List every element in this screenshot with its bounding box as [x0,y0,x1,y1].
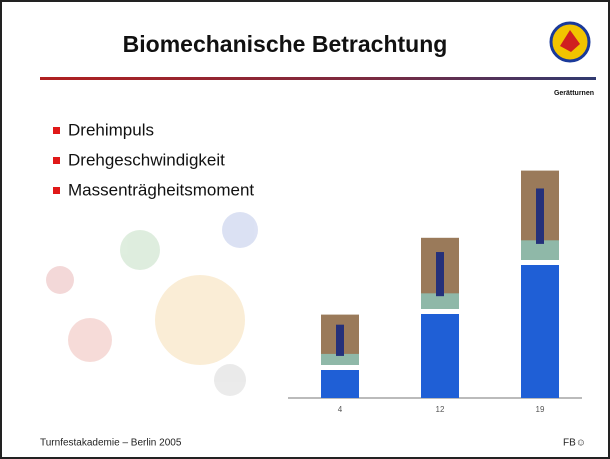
athlete-figure [536,188,544,243]
slide-title: Biomechanische Betrachtung [123,31,448,57]
bar-label: 19 [536,405,545,414]
slide: Biomechanische Betrachtung Gerätturnen T… [0,0,610,459]
bar [521,265,559,398]
athlete-figure [336,325,344,356]
bullet-marker [53,157,60,164]
bullet-marker [53,127,60,134]
footer-left: Turnfestakademie – Berlin 2005 [40,438,182,449]
bullet-text: Drehgeschwindigkeit [68,150,225,169]
footer-right: FB☺ [563,438,586,449]
slide-frame [1,1,609,458]
bar [321,370,359,398]
bullet-marker [53,187,60,194]
bar-label: 4 [338,405,343,414]
bullet-text: Drehimpuls [68,120,154,139]
title-rule [40,77,596,80]
bar [421,314,459,398]
athlete-figure [436,252,444,296]
logo [551,23,589,61]
bullet-text: Massenträgheitsmoment [68,180,254,199]
logo-caption: Gerätturnen [554,90,594,97]
bar-label: 12 [436,405,445,414]
